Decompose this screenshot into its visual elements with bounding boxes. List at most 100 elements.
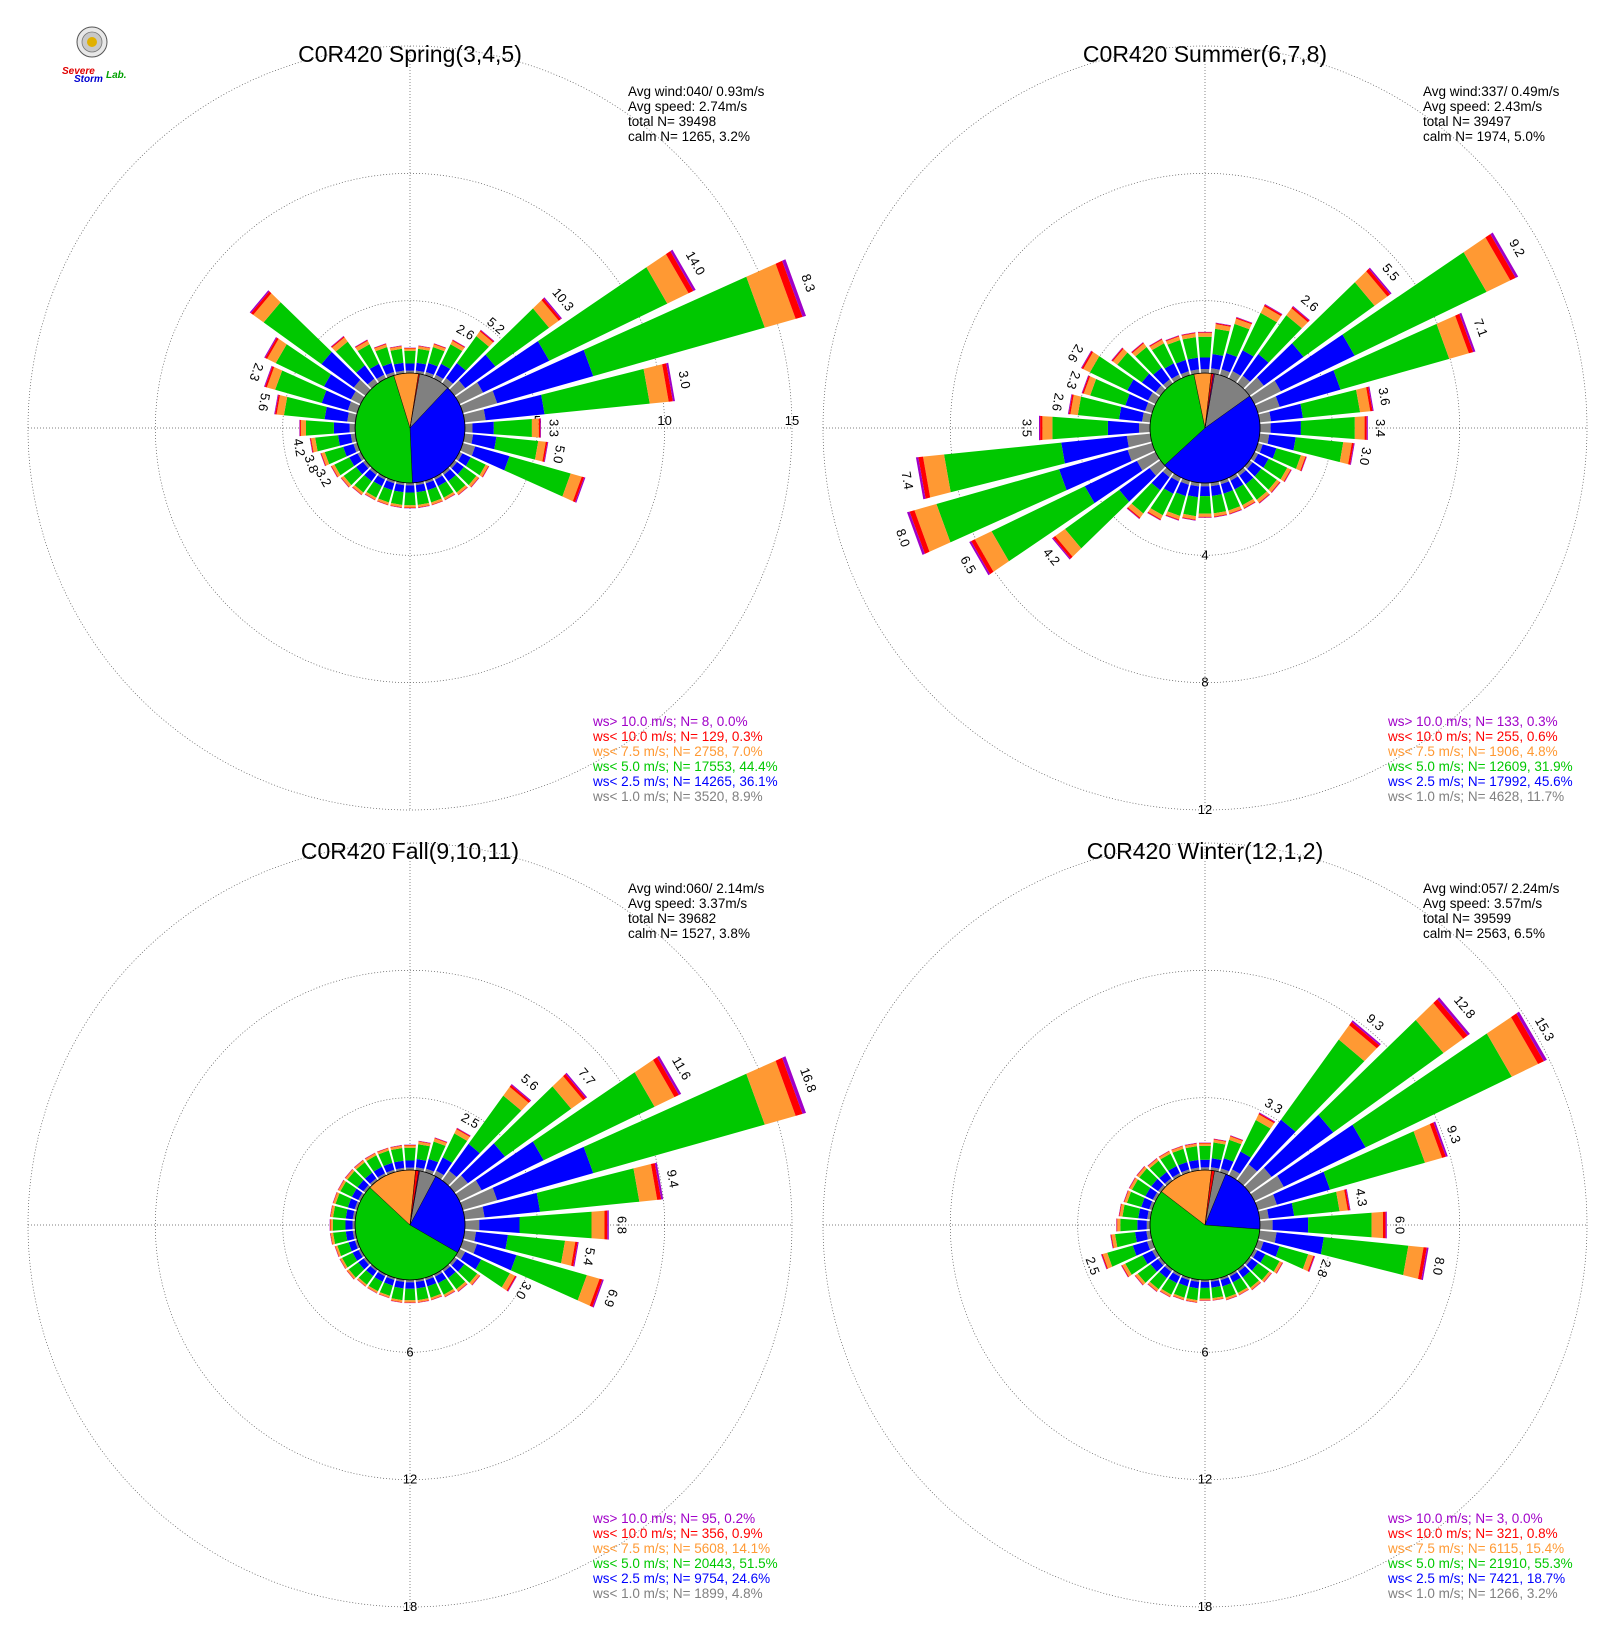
bar-segment-lt1	[463, 1230, 477, 1242]
direction-bar	[1123, 1190, 1155, 1210]
bar-segment-lt25	[435, 475, 447, 487]
bar-segment-gt10	[782, 259, 806, 317]
bar-segment-lt5	[366, 1155, 382, 1172]
bar-segment-lt10	[1307, 1255, 1315, 1272]
direction-bar	[463, 1230, 579, 1267]
bar-segment-gt10	[1292, 305, 1310, 321]
bar-segment-lt75	[355, 340, 370, 351]
bar-segment-gt10	[1490, 232, 1519, 278]
bar-segment-lt5	[428, 347, 445, 367]
bar-segment-lt25	[405, 1282, 415, 1289]
bar-segment-lt75	[418, 346, 431, 351]
bar-segment-lt25	[347, 1198, 358, 1210]
ring-label: 4	[1201, 547, 1208, 562]
bar-label: 8.0	[893, 527, 913, 549]
bar-segment-lt5	[378, 1150, 393, 1166]
direction-bar	[373, 343, 395, 378]
bar-segment-lt10	[1511, 1013, 1544, 1064]
bar-segment-lt75	[1127, 503, 1144, 518]
bar-segment-gt10	[472, 1275, 481, 1286]
bar-segment-lt5	[936, 469, 1067, 543]
direction-bar	[455, 1055, 682, 1202]
direction-bar	[1228, 473, 1256, 509]
bar-segment-lt25	[471, 446, 510, 471]
bar-segment-gt10	[417, 1300, 430, 1303]
bar-segment-lt10	[1184, 1143, 1197, 1146]
bar-segment-lt5	[1318, 1020, 1444, 1133]
direction-bar	[460, 259, 806, 413]
bar-segment-lt5	[1198, 496, 1212, 514]
bar-segment-lt75	[430, 1293, 442, 1300]
bar-segment-lt75	[347, 1269, 356, 1280]
bar-segment-lt5	[427, 1283, 441, 1298]
bar-segment-lt75	[404, 348, 416, 351]
direction-bar	[463, 433, 549, 463]
direction-bar	[1228, 1270, 1249, 1296]
bar-segment-gt10	[1351, 1020, 1381, 1046]
bar-segment-lt25	[374, 1272, 386, 1282]
bar-segment-lt75	[1336, 1189, 1348, 1212]
direction-bar	[1255, 312, 1476, 413]
bar-segment-lt5	[536, 1168, 640, 1212]
bar-segment-lt75	[456, 1281, 467, 1292]
bar-label: 7.4	[899, 470, 917, 490]
bar-segment-gt10	[418, 1140, 431, 1144]
bar-segment-lt75	[379, 1292, 390, 1298]
bar-segment-lt10	[1129, 1177, 1136, 1189]
bar-segment-lt75	[354, 1160, 365, 1170]
bar-segment-lt10	[1212, 1298, 1224, 1301]
bar-segment-lt10	[332, 1192, 338, 1204]
bar-segment-gt10	[1118, 1203, 1122, 1217]
bar-segment-lt75	[1215, 324, 1231, 332]
bar-segment-lt10	[250, 291, 272, 315]
direction-bar	[1067, 394, 1152, 423]
bar-segment-gt10	[418, 505, 430, 509]
bar-segment-gt10	[540, 418, 541, 438]
bar-segment-lt25	[394, 1160, 405, 1170]
bar-segment-lt25	[1247, 462, 1262, 477]
bar-segment-lt25	[1230, 476, 1244, 490]
ring-label: 12	[1198, 802, 1212, 817]
direction-bar	[433, 1270, 456, 1298]
direction-bar	[1131, 342, 1173, 389]
bar-segment-lt1	[347, 401, 360, 413]
bar-segment-gt10	[1236, 316, 1253, 324]
bar-segment-lt5	[494, 436, 539, 460]
bar-label: 9.2	[1506, 236, 1528, 259]
bar-segment-lt5	[1125, 1255, 1148, 1275]
bar-segment-lt25	[358, 1258, 369, 1270]
direction-bar	[329, 1230, 357, 1245]
bar-label: 3.5	[1020, 419, 1035, 437]
direction-bar	[1118, 1203, 1152, 1220]
bar-segment-lt75	[1212, 1296, 1224, 1301]
bar-segment-gt10	[1165, 515, 1179, 521]
bar-segment-lt75	[1260, 306, 1281, 323]
direction-bar	[415, 1278, 430, 1303]
bar-segment-lt5	[1090, 379, 1130, 406]
direction-bar	[1181, 332, 1200, 375]
bar-segment-lt25	[1178, 1162, 1190, 1173]
bar-segment-lt25	[1119, 468, 1156, 502]
bar-segment-gt10	[544, 442, 549, 463]
bar-label: 5.5	[1379, 260, 1402, 283]
stat-line: total N= 39498	[628, 114, 716, 129]
bar-segment-lt75	[267, 338, 287, 364]
bar-segment-lt75	[1213, 1139, 1227, 1145]
bar-segment-lt1	[1145, 402, 1155, 413]
bar-segment-lt25	[477, 341, 550, 393]
bar-segment-lt1	[362, 460, 371, 469]
bar-segment-lt10	[404, 1302, 416, 1303]
direction-bar	[442, 1264, 468, 1292]
bar-segment-lt10	[665, 251, 694, 294]
bar-segment-lt75	[479, 464, 489, 477]
direction-bar	[425, 1275, 443, 1301]
bar-label: 9.4	[664, 1168, 682, 1188]
bar-segment-lt1	[405, 1279, 415, 1283]
bar-segment-gt10	[1271, 482, 1281, 493]
bar-segment-gt10	[434, 1137, 448, 1143]
legend-entry-lt75: ws< 7.5 m/s; N= 1906, 4.8%	[1387, 744, 1558, 759]
bar-segment-lt75	[561, 1240, 576, 1266]
bar-label: 3.8	[301, 453, 321, 475]
bar-segment-lt5	[378, 487, 393, 503]
bar-segment-lt25	[1168, 1166, 1180, 1178]
